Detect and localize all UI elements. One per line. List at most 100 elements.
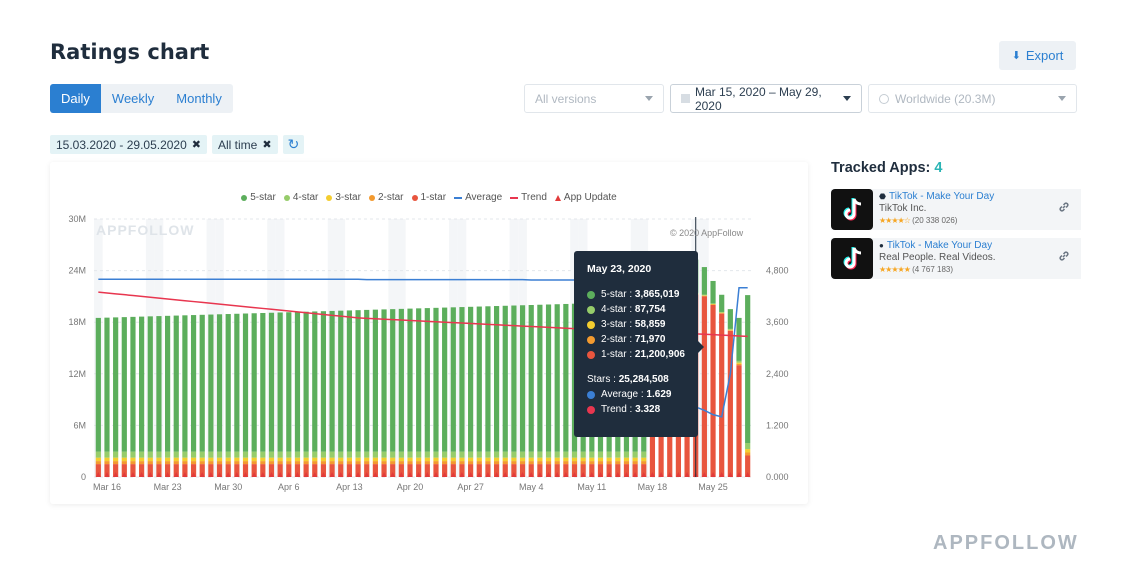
tooltip-row: 3-star : 58,859 xyxy=(587,317,686,332)
bar-4-star xyxy=(502,451,508,458)
bar-3-star xyxy=(234,457,240,462)
tab-weekly[interactable]: Weekly xyxy=(100,84,166,113)
export-button[interactable]: ⬇ Export xyxy=(999,41,1076,70)
android-icon: ⬣ xyxy=(879,192,886,201)
versions-select[interactable]: All versions xyxy=(524,84,664,113)
bar-5-star xyxy=(320,311,327,452)
tab-daily[interactable]: Daily xyxy=(50,84,101,113)
bar-2-star xyxy=(407,461,413,465)
bar-4-star xyxy=(199,451,205,458)
app-rating: ★★★★★ (4 767 183) xyxy=(879,265,954,274)
bar-2-star xyxy=(346,461,353,465)
close-icon[interactable]: ✖ xyxy=(191,139,201,151)
bar-4-star xyxy=(727,328,733,330)
legend-3-star[interactable]: 3-star xyxy=(326,192,361,203)
bar-2-star xyxy=(511,461,517,465)
bar-3-star xyxy=(476,457,482,462)
bar-5-star xyxy=(355,310,361,452)
bar-3-star xyxy=(537,457,543,462)
bar-5-star xyxy=(493,306,500,452)
bar-1-star xyxy=(277,464,283,477)
country-select[interactable]: Worldwide (20.3M) xyxy=(868,84,1077,113)
bar-5-star xyxy=(554,304,560,452)
x-tick-label: Apr 13 xyxy=(336,482,363,492)
bar-2-star xyxy=(303,461,309,465)
app-update-marker xyxy=(710,472,716,477)
bar-2-star xyxy=(95,461,101,465)
legend-average[interactable]: Average xyxy=(454,192,502,203)
close-icon[interactable]: ✖ xyxy=(262,139,272,151)
app-update-marker xyxy=(173,472,179,477)
bar-4-star xyxy=(139,451,145,458)
app-name-link[interactable]: TikTok - Make Your Day xyxy=(888,191,995,202)
bar-2-star xyxy=(727,330,733,331)
app-update-marker xyxy=(320,472,326,477)
bar-3-star xyxy=(468,457,474,462)
bar-3-star xyxy=(286,457,292,462)
bar-5-star xyxy=(364,309,370,452)
legend-2-star[interactable]: 2-star xyxy=(368,192,404,203)
legend-4-star[interactable]: 4-star xyxy=(283,192,318,203)
bar-1-star xyxy=(199,464,205,477)
bar-2-star xyxy=(372,461,378,465)
bar-4-star xyxy=(701,294,707,296)
bar-4-star xyxy=(164,451,171,458)
bar-4-star xyxy=(216,451,223,458)
app-update-marker xyxy=(234,472,240,477)
tracked-app-card[interactable]: ● TikTok - Make Your Day Real People. Rea… xyxy=(831,238,1081,279)
x-tick-label: Mar 30 xyxy=(214,482,242,492)
tooltip-trend: Trend : 3.328 xyxy=(587,402,686,417)
bar-3-star xyxy=(320,457,327,462)
bar-4-star xyxy=(537,451,543,458)
bar-2-star xyxy=(459,461,465,465)
tab-monthly[interactable]: Monthly xyxy=(165,84,233,113)
link-icon[interactable] xyxy=(1058,201,1070,213)
bar-4-star xyxy=(390,451,396,458)
app-subtitle: Real People. Real Videos. xyxy=(879,252,996,263)
bar-1-star xyxy=(398,464,404,477)
tooltip-row: 5-star : 3,865,019 xyxy=(587,287,686,302)
bar-1-star xyxy=(208,464,214,477)
bar-1-star xyxy=(346,464,353,477)
legend-trend[interactable]: Trend xyxy=(510,192,547,203)
bar-1-star xyxy=(589,464,595,477)
app-update-marker xyxy=(424,472,430,477)
tooltip-date: May 23, 2020 xyxy=(587,263,652,275)
bar-1-star xyxy=(364,464,370,477)
bar-4-star xyxy=(130,451,136,458)
bar-2-star xyxy=(312,461,318,465)
date-range-select[interactable]: Mar 15, 2020 – May 29, 2020 xyxy=(670,84,862,113)
bar-4-star xyxy=(615,451,621,458)
legend-1-star[interactable]: 1-star xyxy=(411,192,446,203)
bar-2-star xyxy=(615,461,621,465)
bar-5-star xyxy=(476,306,482,452)
tracked-app-card[interactable]: ⬣ TikTok - Make Your Day TikTok Inc. ★★★★… xyxy=(831,189,1081,230)
bar-3-star xyxy=(563,457,569,462)
bar-4-star xyxy=(294,451,301,458)
bar-3-star xyxy=(545,457,552,462)
tracked-apps-title: Tracked Apps: 4 xyxy=(831,160,943,176)
bar-5-star xyxy=(303,311,309,452)
bar-1-star xyxy=(320,464,327,477)
bar-5-star xyxy=(95,317,101,452)
bar-5-star xyxy=(381,309,387,452)
bar-4-star xyxy=(450,451,456,458)
bar-3-star xyxy=(104,457,110,462)
bar-1-star xyxy=(485,464,491,477)
bar-5-star xyxy=(294,311,301,452)
app-name-link[interactable]: TikTok - Make Your Day xyxy=(886,240,993,251)
app-update-marker xyxy=(130,472,136,477)
app-update-marker xyxy=(199,472,205,477)
link-icon[interactable] xyxy=(1058,250,1070,262)
x-tick-label: Apr 6 xyxy=(278,482,300,492)
legend-app-update[interactable]: App Update xyxy=(554,192,617,203)
bar-4-star xyxy=(528,451,534,458)
bar-1-star xyxy=(113,464,119,477)
bar-4-star xyxy=(424,451,430,458)
legend-5-star[interactable]: 5-star xyxy=(241,192,276,203)
bar-4-star xyxy=(364,451,370,458)
bar-5-star xyxy=(459,307,465,452)
bar-5-star xyxy=(216,314,223,452)
refresh-icon[interactable]: ↻ xyxy=(282,135,305,154)
bar-1-star xyxy=(424,464,430,477)
